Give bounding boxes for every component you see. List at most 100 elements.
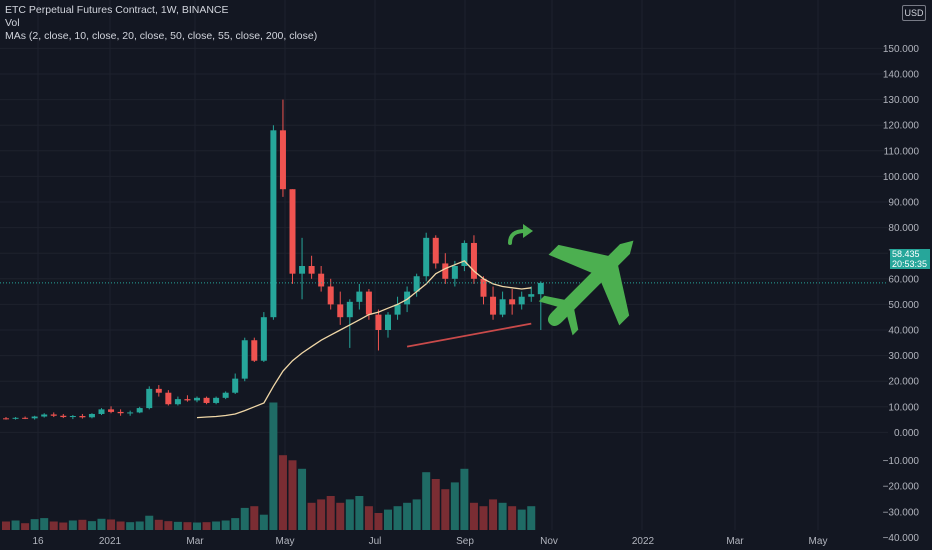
time-tick-label: Mar xyxy=(186,536,204,547)
candle xyxy=(3,417,9,420)
candle-body xyxy=(155,388,162,393)
price-tick-label: 100.000 xyxy=(883,172,920,183)
candle-body xyxy=(12,417,19,419)
candle xyxy=(299,237,306,300)
volume-bar xyxy=(126,522,135,530)
candle-body xyxy=(461,242,468,266)
candle-body xyxy=(251,340,258,361)
grid xyxy=(0,0,888,530)
candle xyxy=(213,396,220,405)
volume-bar xyxy=(317,499,326,530)
candle-body xyxy=(127,412,134,414)
candle xyxy=(79,413,86,419)
volume-bar xyxy=(384,509,392,530)
candle xyxy=(490,286,497,320)
candle xyxy=(385,312,391,338)
volume-bar xyxy=(78,519,87,530)
candle-body xyxy=(260,317,267,361)
time-tick-label: Sep xyxy=(456,536,474,547)
candle-body xyxy=(31,416,38,419)
last-price-countdown: 20:53:35 xyxy=(892,259,928,269)
candle-body xyxy=(432,237,439,264)
price-tick-label: 130.000 xyxy=(883,95,920,106)
time-tick-label: May xyxy=(276,536,295,547)
candle xyxy=(241,337,248,382)
candle-body xyxy=(194,397,200,401)
candle-body xyxy=(337,304,344,318)
candle-body xyxy=(174,399,181,405)
curved-arrow-icon xyxy=(508,224,533,245)
candle xyxy=(461,240,468,272)
volume-bar xyxy=(498,502,507,530)
volume-bar xyxy=(269,402,278,530)
legend-title: ETC Perpetual Futures Contract, 1W, BINA… xyxy=(5,4,229,16)
candle-body xyxy=(232,378,239,393)
candle xyxy=(98,408,105,415)
candle xyxy=(346,299,353,348)
volume-tick-label: −10.000 xyxy=(883,456,920,467)
candle-body xyxy=(165,392,172,405)
candle-body xyxy=(60,415,67,418)
candle xyxy=(117,409,124,416)
time-axis[interactable]: 16 2021 Mar May Jul Sep Nov 2022 Mar May xyxy=(32,536,827,547)
price-tick-label: 80.000 xyxy=(888,223,919,234)
candle xyxy=(289,189,296,284)
volume-bar xyxy=(135,521,144,530)
candle-body xyxy=(117,411,124,414)
volume-axis: −10.000 −20.000 −30.000 −40.000 xyxy=(883,456,920,544)
candle-body xyxy=(79,416,86,418)
candle xyxy=(127,410,134,416)
time-tick-label: 2021 xyxy=(99,536,122,547)
candle-body xyxy=(69,416,76,418)
candle-body xyxy=(41,414,48,417)
candle-body xyxy=(480,278,487,297)
candle xyxy=(356,283,363,310)
candle xyxy=(394,296,401,320)
volume-bar xyxy=(412,499,421,530)
candle-body xyxy=(308,266,315,274)
price-tick-label: 20.000 xyxy=(888,377,919,388)
candle xyxy=(22,416,29,420)
candle-body xyxy=(537,282,544,295)
volume-bar xyxy=(431,479,440,530)
candle-body xyxy=(518,296,525,305)
candle-body xyxy=(509,299,516,305)
candle xyxy=(60,413,67,419)
volume-bar xyxy=(460,468,469,530)
candle-body xyxy=(136,408,143,413)
price-tick-label: 30.000 xyxy=(888,351,919,362)
volume-bar xyxy=(326,496,335,530)
airplane-icon xyxy=(538,240,634,336)
candle-body xyxy=(528,294,535,297)
candle-body xyxy=(413,276,420,292)
price-tick-label: 140.000 xyxy=(883,70,920,81)
volume-bar xyxy=(173,521,182,530)
candle-body xyxy=(365,291,372,315)
candle-body xyxy=(22,417,29,419)
candle xyxy=(41,413,48,418)
volume-bar xyxy=(240,507,249,530)
volume-bar xyxy=(49,521,58,530)
price-tick-label: 150.000 xyxy=(883,44,920,55)
legend-moving-averages: MAs (2, close, 10, close, 20, close, 50,… xyxy=(5,30,318,42)
volume-bar xyxy=(21,523,30,530)
last-price-tag: 58.435 20:53:35 xyxy=(890,249,930,269)
candle-body xyxy=(184,399,191,401)
time-tick-label: Jul xyxy=(369,536,382,547)
volume-bar xyxy=(278,455,287,530)
chart-legend: ETC Perpetual Futures Contract, 1W, BINA… xyxy=(5,4,317,43)
candle-body xyxy=(289,189,296,274)
candle xyxy=(155,385,162,397)
volume-bar xyxy=(145,515,154,530)
candle xyxy=(194,396,200,403)
volume-bar xyxy=(87,521,96,530)
candle-body xyxy=(146,388,153,409)
volume-bar xyxy=(364,506,373,530)
volume-bars xyxy=(2,402,536,530)
candle-body xyxy=(385,314,391,330)
currency-button[interactable]: USD xyxy=(902,5,926,21)
candle xyxy=(88,413,95,419)
price-axis[interactable]: 150.000 140.000 130.000 120.000 110.000 100.0… xyxy=(883,44,920,439)
candle xyxy=(69,414,76,420)
